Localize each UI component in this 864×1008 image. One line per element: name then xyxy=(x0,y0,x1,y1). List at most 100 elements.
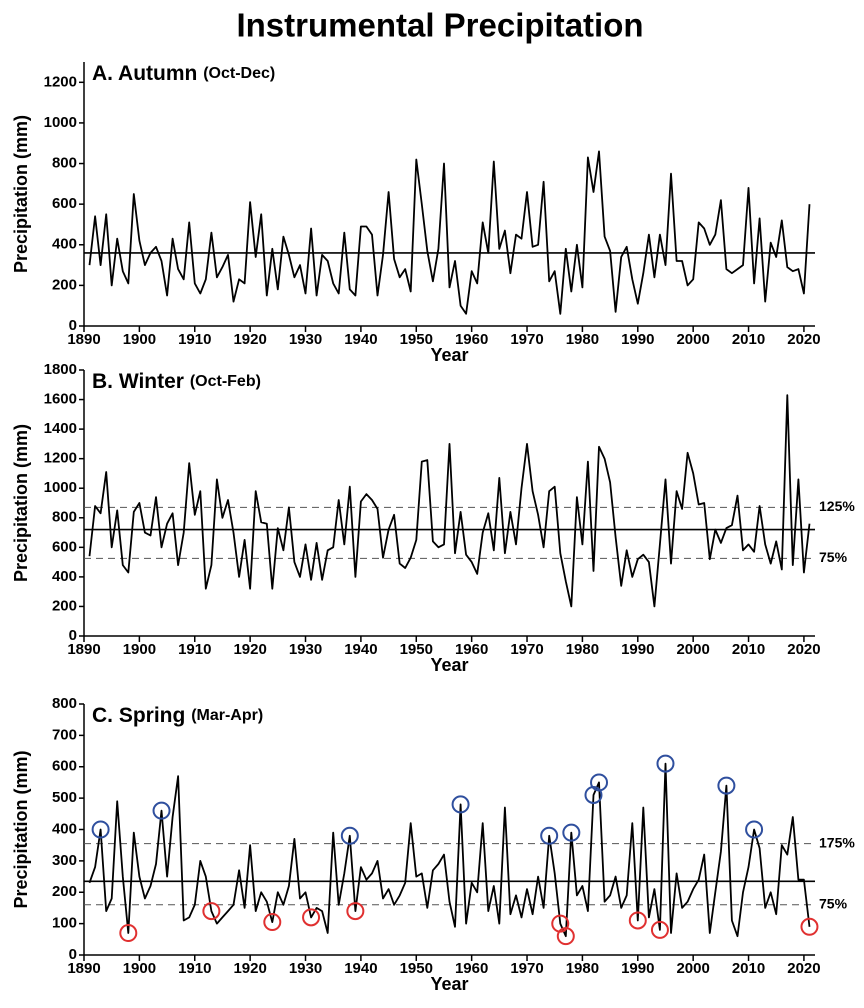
x-tick-label: 2000 xyxy=(676,960,709,977)
x-tick-label: 1950 xyxy=(400,331,433,348)
y-tick-label: 600 xyxy=(52,538,77,555)
y-tick-label: 1400 xyxy=(44,420,77,437)
y-tick-label: 800 xyxy=(52,695,77,712)
reference-label: 175% xyxy=(819,834,855,850)
highlight-circle xyxy=(656,754,675,773)
highlight-circle xyxy=(590,773,609,792)
highlight-circle xyxy=(340,826,359,845)
figure-title: Instrumental Precipitation xyxy=(236,7,643,44)
panel-subtitle: (Oct-Feb) xyxy=(190,373,261,390)
x-tick-label: 1960 xyxy=(455,641,488,658)
x-tick-label: 2010 xyxy=(732,960,765,977)
y-tick-label: 200 xyxy=(52,597,77,614)
x-axis-label: Year xyxy=(430,345,468,365)
panel-title: C. Spring (Mar-Apr) xyxy=(92,704,263,727)
panel-subtitle: (Oct-Dec) xyxy=(203,65,275,82)
panel-title-main: A. Autumn xyxy=(92,62,197,85)
highlight-circle xyxy=(91,820,110,839)
data-line xyxy=(88,762,811,938)
x-tick-label: 2020 xyxy=(787,641,820,658)
panel-subtitle: (Mar-Apr) xyxy=(191,707,263,724)
y-tick-label: 400 xyxy=(52,568,77,585)
x-tick-label: 1930 xyxy=(289,960,322,977)
x-tick-label: 1960 xyxy=(455,960,488,977)
x-tick-label: 1990 xyxy=(621,641,654,658)
x-tick-label: 1920 xyxy=(233,641,266,658)
x-tick-label: 1930 xyxy=(289,331,322,348)
highlight-circle xyxy=(302,908,321,927)
x-tick-label: 1930 xyxy=(289,641,322,658)
x-tick-label: 1950 xyxy=(400,641,433,658)
y-tick-label: 400 xyxy=(52,236,77,253)
y-tick-label: 600 xyxy=(52,758,77,775)
highlight-circle xyxy=(556,927,575,946)
highlight-circle xyxy=(562,823,581,842)
y-axis-label: Precipitation (mm) xyxy=(11,750,31,908)
y-tick-label: 100 xyxy=(52,915,77,932)
highlight-circle xyxy=(346,902,365,921)
y-tick-label: 300 xyxy=(52,852,77,869)
x-tick-label: 1890 xyxy=(67,641,100,658)
data-line xyxy=(88,150,811,315)
y-tick-label: 0 xyxy=(69,627,77,644)
x-tick-label: 2010 xyxy=(732,331,765,348)
x-tick-label: 2010 xyxy=(732,641,765,658)
y-axis-label: Precipitation (mm) xyxy=(11,115,31,273)
reference-label: 75% xyxy=(819,549,848,565)
x-tick-label: 2000 xyxy=(676,641,709,658)
x-tick-label: 1920 xyxy=(233,960,266,977)
highlight-circle xyxy=(745,820,764,839)
x-tick-label: 2020 xyxy=(787,960,820,977)
y-tick-label: 400 xyxy=(52,820,77,837)
x-tick-label: 1890 xyxy=(67,331,100,348)
x-tick-label: 1940 xyxy=(344,960,377,977)
highlight-circle xyxy=(202,902,221,921)
x-tick-label: 1900 xyxy=(123,960,156,977)
y-tick-label: 1600 xyxy=(44,391,77,408)
y-tick-label: 500 xyxy=(52,789,77,806)
y-tick-label: 600 xyxy=(52,195,77,212)
highlight-circle xyxy=(800,917,819,936)
highlight-circle xyxy=(650,920,669,939)
y-tick-label: 1800 xyxy=(44,361,77,378)
highlight-circle xyxy=(152,801,171,820)
x-tick-label: 1990 xyxy=(621,960,654,977)
y-axis-label: Precipitation (mm) xyxy=(11,424,31,582)
x-tick-label: 1980 xyxy=(566,331,599,348)
y-tick-label: 0 xyxy=(69,946,77,963)
x-tick-label: 2000 xyxy=(676,331,709,348)
highlight-circle xyxy=(540,826,559,845)
x-tick-label: 2020 xyxy=(787,331,820,348)
y-tick-label: 1200 xyxy=(44,73,77,90)
panel-title-main: C. Spring xyxy=(92,704,185,727)
x-tick-label: 1920 xyxy=(233,331,266,348)
x-tick-label: 1970 xyxy=(510,960,543,977)
y-tick-label: 1200 xyxy=(44,450,77,467)
y-tick-label: 200 xyxy=(52,276,77,293)
y-tick-label: 0 xyxy=(69,317,77,334)
x-tick-label: 1910 xyxy=(178,331,211,348)
y-tick-label: 200 xyxy=(52,883,77,900)
x-tick-label: 1900 xyxy=(123,331,156,348)
y-tick-label: 700 xyxy=(52,726,77,743)
x-axis-label: Year xyxy=(430,974,468,994)
y-tick-label: 1000 xyxy=(44,479,77,496)
panel-title: B. Winter (Oct-Feb) xyxy=(92,370,261,393)
y-tick-label: 800 xyxy=(52,509,77,526)
x-tick-label: 1960 xyxy=(455,331,488,348)
reference-label: 125% xyxy=(819,498,855,514)
highlight-circle xyxy=(628,911,647,930)
panel-title: A. Autumn (Oct-Dec) xyxy=(92,62,275,85)
highlight-circle xyxy=(263,913,282,932)
reference-label: 75% xyxy=(819,896,848,912)
data-line xyxy=(88,394,811,608)
x-tick-label: 1980 xyxy=(566,960,599,977)
highlight-circle xyxy=(717,776,736,795)
highlight-circle xyxy=(451,795,470,814)
x-tick-label: 1980 xyxy=(566,641,599,658)
panel-title-main: B. Winter xyxy=(92,370,184,393)
x-axis-label: Year xyxy=(430,655,468,675)
x-tick-label: 1940 xyxy=(344,331,377,348)
highlight-circle xyxy=(119,924,138,943)
